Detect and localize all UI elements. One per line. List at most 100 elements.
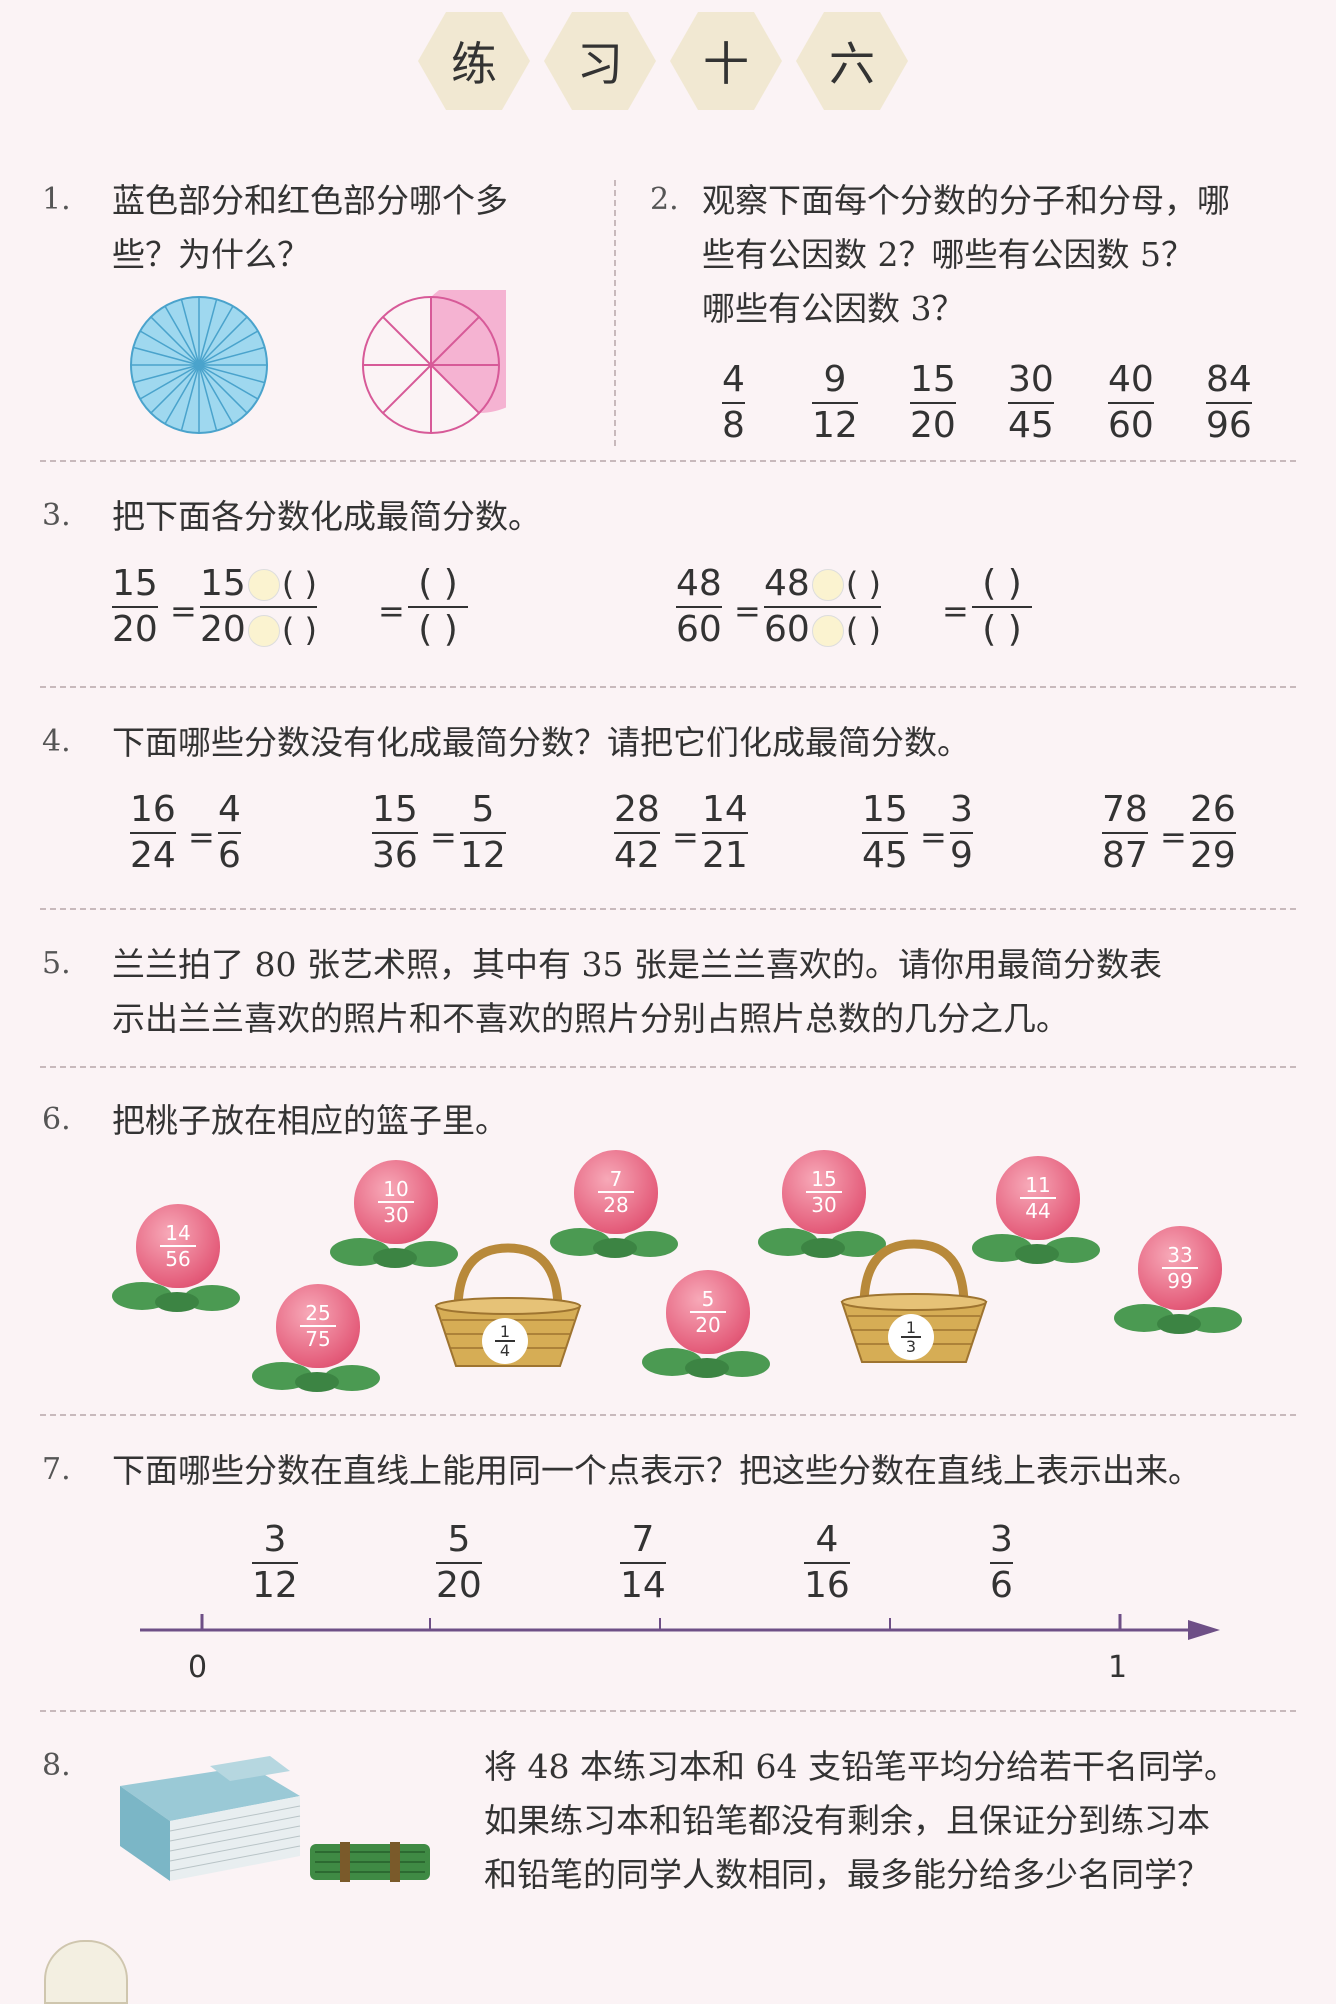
fraction: 15 45 xyxy=(862,790,908,876)
numerator: 7 xyxy=(609,1167,623,1191)
denominator: 12 xyxy=(812,405,858,446)
fraction: 48 60 xyxy=(676,563,722,650)
blank[interactable]: ( ) xyxy=(982,609,1022,650)
numerator: 16 xyxy=(130,789,176,830)
fraction: 15 20 xyxy=(112,563,158,650)
fraction: 15 36 xyxy=(372,790,418,876)
blue-circle xyxy=(130,296,268,434)
blank[interactable]: ( ) xyxy=(418,609,458,650)
blank[interactable]: ( ) xyxy=(418,563,458,604)
denominator: 75 xyxy=(305,1327,331,1351)
title-char: 十 xyxy=(670,12,782,110)
operator-blank[interactable] xyxy=(811,615,844,647)
fraction: 48( ) 60( ) xyxy=(764,563,881,650)
numerator: 3 xyxy=(263,1519,287,1560)
blank[interactable]: ( ) xyxy=(281,611,317,649)
q5-number: 5. xyxy=(42,946,71,981)
numerator: 4 xyxy=(218,789,241,830)
numerator: 11 xyxy=(1025,1173,1051,1197)
numerator: 10 xyxy=(383,1177,409,1201)
q3-text: 把下面各分数化成最简分数。 xyxy=(112,497,541,536)
axis-start-label: 0 xyxy=(188,1650,208,1685)
numerator: 14 xyxy=(702,789,748,830)
separator xyxy=(40,460,1296,462)
denominator: 45 xyxy=(1008,405,1054,446)
fraction: 5 20 xyxy=(436,1520,482,1606)
number-line xyxy=(140,1614,1220,1640)
fraction: 78 87 xyxy=(1102,790,1148,876)
q4-number: 4. xyxy=(42,724,71,759)
peach[interactable]: 25 75 xyxy=(252,1284,380,1394)
peach[interactable]: 7 28 xyxy=(550,1150,678,1260)
peach[interactable]: 5 20 xyxy=(642,1270,770,1380)
separator xyxy=(40,686,1296,688)
denominator: 44 xyxy=(1025,1199,1051,1223)
denominator: 6 xyxy=(218,835,241,876)
title-char: 习 xyxy=(544,12,656,110)
numerator: 1 xyxy=(905,1318,917,1337)
numerator: 4 xyxy=(722,359,745,400)
divider xyxy=(614,180,616,446)
peach[interactable]: 11 44 xyxy=(972,1156,1100,1266)
q8-text: 将 48 本练习本和 64 支铅笔平均分给若干名同学。 如果练习本和铅笔都没有剩… xyxy=(484,1747,1237,1894)
separator xyxy=(40,1414,1296,1416)
blank[interactable]: ( ) xyxy=(281,565,317,603)
numerator: 78 xyxy=(1102,789,1148,830)
denominator: 60 xyxy=(1108,405,1154,446)
fraction: 9 12 xyxy=(812,360,858,446)
fraction: 14 21 xyxy=(702,790,748,876)
denominator: 30 xyxy=(383,1203,409,1227)
denominator: 14 xyxy=(620,1565,666,1606)
fraction: 16 24 xyxy=(130,790,176,876)
fraction: ( ) ( ) xyxy=(408,564,468,650)
numerator: 33 xyxy=(1167,1243,1193,1267)
operator-blank[interactable] xyxy=(247,569,280,601)
operator-blank[interactable] xyxy=(811,569,844,601)
peach[interactable]: 15 30 xyxy=(758,1150,886,1260)
cloud-decoration xyxy=(44,1940,128,2004)
numerator: 30 xyxy=(1008,359,1054,400)
numerator: 28 xyxy=(614,789,660,830)
blank[interactable]: ( ) xyxy=(982,563,1022,604)
q6-number: 6. xyxy=(42,1102,71,1137)
fraction: 30 45 xyxy=(1008,360,1054,446)
q2-text: 观察下面每个分数的分子和分母，哪 些有公因数 2？哪些有公因数 5？ 哪些有公因… xyxy=(702,181,1230,328)
separator xyxy=(40,1710,1296,1712)
denominator: 36 xyxy=(372,835,418,876)
numerator: 84 xyxy=(1206,359,1252,400)
peach[interactable]: 10 30 xyxy=(330,1160,458,1270)
numerator: 9 xyxy=(823,359,847,400)
denominator: 87 xyxy=(1102,835,1148,876)
numerator: 5 xyxy=(447,1519,471,1560)
title-char: 六 xyxy=(796,12,908,110)
numerator: 7 xyxy=(631,1519,655,1560)
denominator: 20 xyxy=(910,405,956,446)
q6-text: 把桃子放在相应的篮子里。 xyxy=(112,1101,508,1140)
numerator: 1 xyxy=(499,1322,511,1341)
denominator: 12 xyxy=(252,1565,298,1606)
pink-circle xyxy=(362,290,506,434)
q7-text: 下面哪些分数在直线上能用同一个点表示？把这些分数在直线上表示出来。 xyxy=(112,1451,1201,1490)
denominator: 20 xyxy=(695,1313,721,1337)
fraction: 7 14 xyxy=(620,1520,666,1606)
numerator: 25 xyxy=(305,1301,331,1325)
q1-number: 1. xyxy=(42,182,71,217)
numerator: 15 xyxy=(910,359,956,400)
operator-blank[interactable] xyxy=(247,615,280,647)
blank[interactable]: ( ) xyxy=(845,611,881,649)
q1-text: 蓝色部分和红色部分哪个多 些？为什么？ xyxy=(112,181,508,274)
fraction: 28 42 xyxy=(614,790,660,876)
peach[interactable]: 33 99 xyxy=(1114,1226,1242,1336)
numerator: 5 xyxy=(471,789,495,830)
blank[interactable]: ( ) xyxy=(845,565,881,603)
peach[interactable]: 14 56 xyxy=(112,1204,240,1314)
numerator: 26 xyxy=(1190,789,1236,830)
fraction: 4 16 xyxy=(804,1520,850,1606)
numerator: 3 xyxy=(950,789,973,830)
denominator: 96 xyxy=(1206,405,1252,446)
